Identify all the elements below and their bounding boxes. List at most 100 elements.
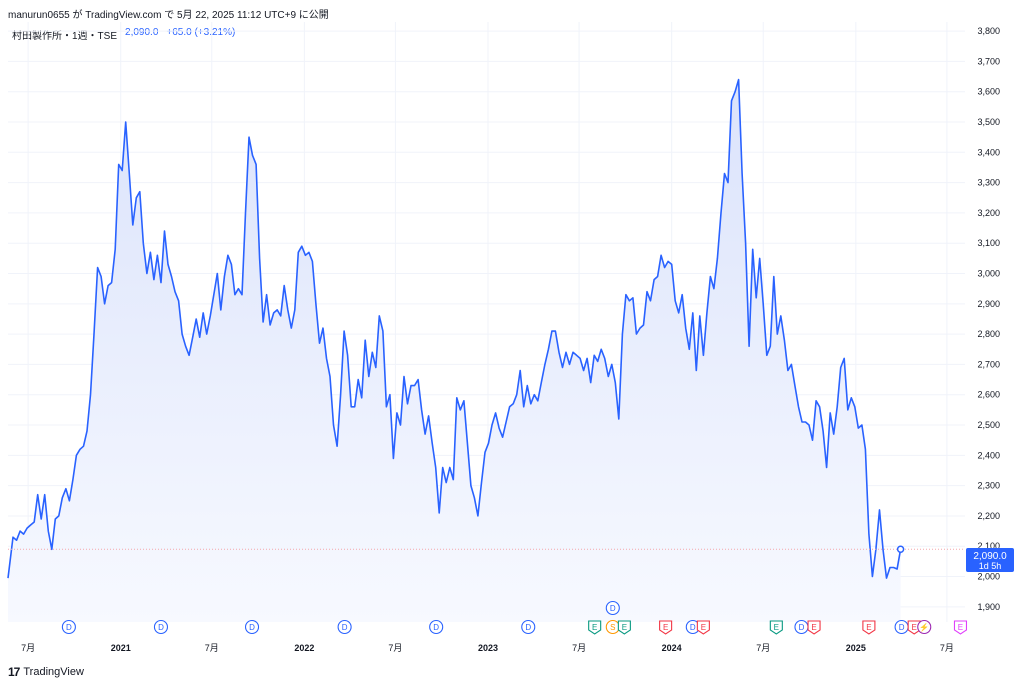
- event-marker-e-green[interactable]: E: [588, 620, 602, 635]
- x-tick-label: 2023: [478, 643, 498, 653]
- event-marker-label: E: [663, 623, 668, 632]
- y-tick-label: 2,500: [977, 420, 1000, 430]
- x-tick-label: 7月: [572, 643, 586, 653]
- x-tick-label: 7月: [756, 643, 770, 653]
- price-change: +65.0 (+3.21%): [166, 27, 236, 38]
- event-marker-label: D: [158, 623, 164, 632]
- event-marker-e-red[interactable]: E: [862, 620, 876, 635]
- x-tick-label: 2024: [662, 643, 682, 653]
- price-area: [8, 79, 901, 623]
- y-tick-label: 3,300: [977, 178, 1000, 188]
- y-tick-label: 3,700: [977, 56, 1000, 66]
- price-line-layer: [7, 78, 965, 579]
- x-tick-label: 2021: [111, 643, 131, 653]
- event-marker-bg: [659, 620, 673, 635]
- event-marker-d[interactable]: D: [794, 619, 809, 635]
- event-marker-label: E: [701, 623, 706, 632]
- event-marker-label: E: [912, 623, 917, 632]
- event-marker-label: D: [249, 623, 255, 632]
- price-tag-countdown: 1d 5h: [979, 561, 1002, 571]
- event-marker-bg: [769, 620, 783, 635]
- event-marker-e-green[interactable]: E: [769, 620, 783, 635]
- tradingview-branding[interactable]: 17 TradingView: [8, 665, 84, 679]
- x-tick-label: 7月: [388, 643, 402, 653]
- event-marker-bg: [153, 619, 169, 635]
- event-marker-d[interactable]: D: [153, 619, 169, 635]
- price-tag-price: 2,090.0: [973, 551, 1007, 562]
- price-tag: 2,090.0 1d 5h: [966, 548, 1014, 572]
- y-tick-label: 3,800: [977, 26, 1000, 36]
- symbol-name[interactable]: 村田製作所・1週・TSE: [12, 31, 118, 42]
- y-tick-label: 2,300: [977, 481, 1000, 491]
- event-marker-bg: [588, 620, 602, 635]
- event-marker-label: D: [610, 604, 616, 613]
- y-tick-label: 2,700: [977, 359, 1000, 369]
- event-marker-d[interactable]: D: [521, 619, 536, 635]
- event-marker-s[interactable]: S: [605, 619, 620, 635]
- event-marker-label: D: [342, 623, 348, 632]
- event-marker-label: D: [899, 623, 905, 632]
- event-marker-bg: [521, 619, 536, 635]
- event-marker-bg: [429, 619, 444, 635]
- y-tick-label: 1,900: [977, 602, 1000, 612]
- event-marker-bg: [696, 620, 710, 635]
- event-marker-d[interactable]: D: [605, 600, 620, 616]
- y-tick-label: 2,800: [977, 329, 1000, 339]
- price-tag-box: [966, 548, 1014, 572]
- y-tick-label: 3,000: [977, 269, 1000, 279]
- event-marker-d[interactable]: D: [244, 619, 260, 635]
- x-tick-label: 7月: [205, 643, 219, 653]
- event-marker-d[interactable]: D: [894, 619, 909, 635]
- x-tick-label: 2025: [846, 643, 866, 653]
- event-marker-label: E: [774, 623, 779, 632]
- event-marker-bg: [953, 620, 968, 635]
- y-tick-label: 2,400: [977, 450, 1000, 460]
- y-tick-label: 2,600: [977, 390, 1000, 400]
- event-marker-bg: [337, 619, 352, 635]
- event-marker-bg: [61, 619, 76, 635]
- event-marker-d[interactable]: D: [337, 619, 352, 635]
- x-tick-label: 7月: [940, 643, 954, 653]
- event-marker-label: E: [622, 623, 627, 632]
- y-tick-label: 3,100: [977, 238, 1000, 248]
- symbol-legend: 村田製作所・1週・TSE 2,090.0 +65.0 (+3.21%): [12, 27, 235, 42]
- y-tick-label: 3,600: [977, 87, 1000, 97]
- y-tick-label: 3,400: [977, 147, 1000, 157]
- tradingview-logo-icon: 17: [8, 665, 20, 679]
- event-marker-bg: [907, 620, 921, 635]
- event-marker-e-green[interactable]: E: [617, 620, 631, 635]
- tradingview-brand-text: TradingView: [23, 666, 84, 678]
- event-marker-e-red[interactable]: E: [696, 620, 710, 635]
- event-marker-label: D: [525, 623, 531, 632]
- event-marker-bg: [617, 620, 631, 635]
- event-marker-e-red[interactable]: E: [907, 620, 921, 635]
- event-marker-e-purple[interactable]: E: [953, 620, 968, 635]
- y-tick-label: 3,500: [977, 117, 1000, 127]
- event-marker-bg: [862, 620, 876, 635]
- price-area-layer: [8, 79, 901, 623]
- event-marker-bg: [917, 619, 932, 635]
- price-line[interactable]: [7, 78, 902, 579]
- event-marker-label: D: [690, 623, 696, 632]
- event-marker-d[interactable]: D: [429, 619, 444, 635]
- y-axis[interactable]: 3,800 3,700 3,600 3,500 3,400 3,300 3,200 3,100…: [977, 26, 1000, 612]
- event-marker-e-red[interactable]: E: [807, 620, 821, 635]
- event-marker-e-red[interactable]: E: [659, 620, 673, 635]
- x-tick-label: 2022: [294, 643, 314, 653]
- event-marker-d[interactable]: D: [61, 619, 76, 635]
- event-marker-label: ⚡: [919, 622, 929, 632]
- x-tick-label: 7月: [21, 643, 35, 653]
- event-marker-label: E: [811, 623, 816, 632]
- publish-info: manurun0655 が TradingView.com で 5月 22, 2…: [8, 10, 329, 21]
- event-marker-bg: [807, 620, 821, 635]
- y-tick-label: 2,100: [977, 541, 1000, 551]
- event-marker-flash[interactable]: ⚡: [917, 619, 932, 635]
- event-marker-label: E: [958, 623, 963, 632]
- event-marker-label: D: [799, 623, 805, 632]
- event-marker-label: D: [66, 623, 72, 632]
- y-tick-label: 2,200: [977, 511, 1000, 521]
- last-price: 2,090.0: [125, 27, 159, 38]
- x-axis[interactable]: 7月 2021 7月 2022 7月 2023 7月 2024 7月 2025 7月: [21, 643, 954, 653]
- y-tick-label: 2,000: [977, 572, 1000, 582]
